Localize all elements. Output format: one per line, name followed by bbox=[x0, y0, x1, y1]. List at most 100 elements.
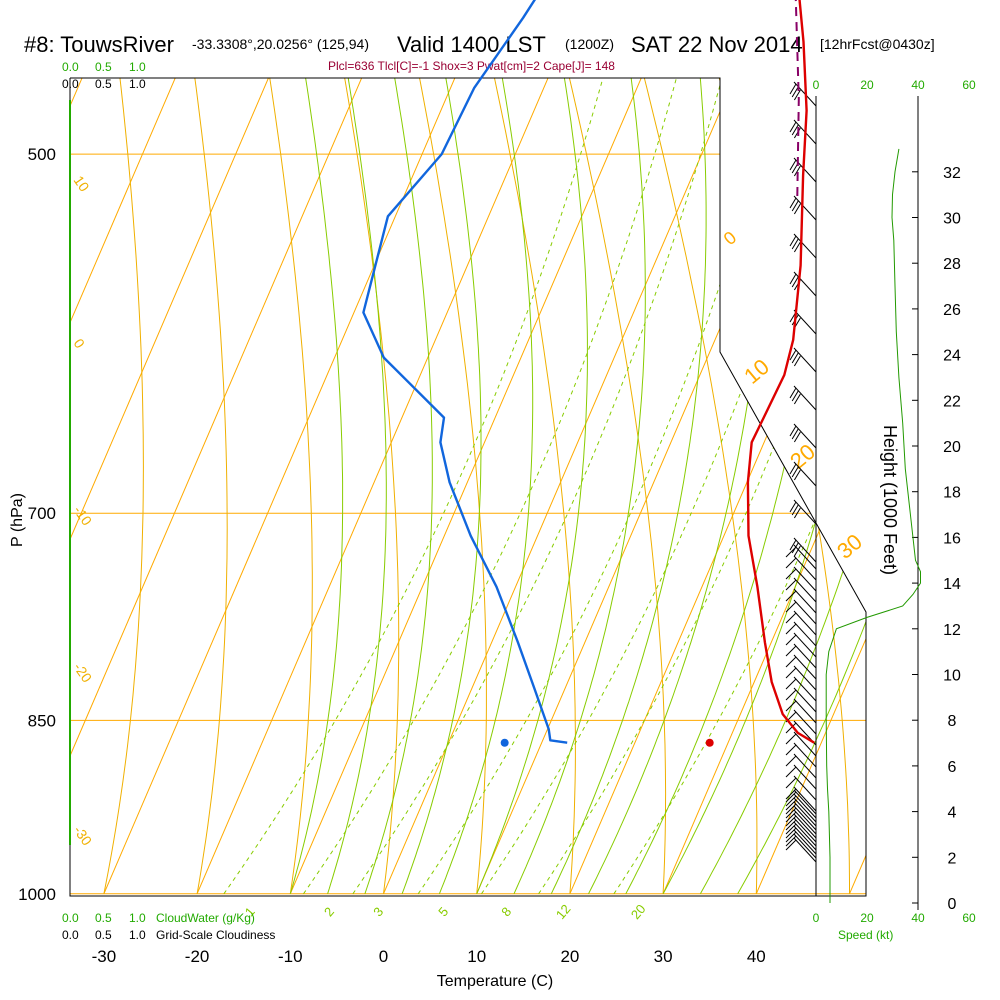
wind-barb bbox=[785, 742, 817, 768]
wind-barb bbox=[785, 793, 817, 819]
speed-tick: 20 bbox=[860, 78, 874, 92]
mixing-ratio-line bbox=[417, 78, 821, 895]
wind-barb bbox=[785, 621, 817, 647]
dry-adiabat-line bbox=[185, 78, 400, 894]
wind-barb bbox=[789, 195, 817, 221]
mixing-ratio-line bbox=[303, 78, 717, 895]
mixing-ratio-label: 8 bbox=[498, 904, 514, 919]
wind-barb bbox=[785, 555, 817, 581]
dewpoint-profile bbox=[362, 0, 568, 744]
height-tick: 12 bbox=[943, 622, 961, 639]
temperature-axis-label: Temperature (C) bbox=[437, 973, 553, 990]
cloudiness-label: Grid-Scale Cloudiness bbox=[156, 928, 275, 942]
height-tick: 6 bbox=[948, 759, 957, 776]
wind-barb bbox=[785, 821, 817, 847]
isotherm-line bbox=[70, 78, 387, 894]
mixing-ratio-line bbox=[223, 78, 645, 895]
isotherm-line bbox=[755, 78, 866, 894]
temperature-tick: -20 bbox=[185, 947, 210, 966]
wind-barb bbox=[785, 731, 817, 757]
moist-adiabat-line bbox=[156, 78, 344, 894]
temperature-profile bbox=[746, 0, 815, 744]
dry-adiabat-line bbox=[805, 78, 866, 894]
height-tick: 8 bbox=[948, 713, 957, 730]
station-title: #8: TouwsRiver bbox=[24, 32, 174, 57]
isotherm-line bbox=[70, 78, 201, 894]
isotherm-line bbox=[70, 78, 574, 894]
wind-barb bbox=[785, 753, 817, 779]
pressure-tick: 1000 bbox=[18, 885, 56, 904]
surface-dewpoint-marker bbox=[500, 738, 509, 747]
cloud-water-label: CloudWater (g/Kg) bbox=[156, 911, 255, 925]
wind-barbs bbox=[785, 81, 817, 863]
moist-adiabat-line bbox=[383, 78, 588, 894]
sounding-profiles bbox=[362, 0, 815, 747]
isotherm-label: 30 bbox=[832, 529, 867, 564]
wind-barb bbox=[789, 233, 817, 259]
cloud-water-tick: 0.5 bbox=[95, 60, 112, 74]
temperature-ticks: -30 -20 -10 0 10 20 30 40 bbox=[92, 947, 766, 966]
stability-indices: Plcl=636 Tlcl[C]=-1 Shox=3 Pwat[cm]=2 Ca… bbox=[328, 59, 615, 73]
wind-barb bbox=[785, 789, 817, 815]
wind-barb bbox=[785, 588, 817, 614]
wind-barb bbox=[785, 817, 817, 843]
isotherm-line bbox=[70, 78, 480, 894]
wind-barb bbox=[785, 825, 817, 851]
wind-speed-profile bbox=[825, 148, 921, 903]
dry-adiabat-line bbox=[309, 78, 576, 894]
pressure-tick: 850 bbox=[28, 711, 56, 730]
height-tick: 30 bbox=[943, 211, 961, 228]
height-tick: 4 bbox=[948, 805, 957, 822]
cloudiness-tick: 0.5 bbox=[95, 77, 112, 91]
temperature-tick: 20 bbox=[560, 947, 579, 966]
wind-barb bbox=[785, 610, 817, 636]
isotherm-line bbox=[70, 78, 667, 894]
cloud-water-tick: 0.0 bbox=[62, 911, 79, 925]
dry-adiabat-line bbox=[743, 78, 866, 894]
dry-adiabat-line bbox=[70, 78, 144, 894]
wind-barb bbox=[785, 544, 817, 570]
wind-barb bbox=[789, 537, 817, 563]
dry-adiabat-line bbox=[123, 78, 313, 894]
moist-adiabat-line bbox=[275, 78, 482, 894]
wind-barb bbox=[789, 423, 817, 449]
pressure-axis-label: P (hPa) bbox=[9, 493, 26, 547]
wind-barb bbox=[785, 643, 817, 669]
isotherm-line bbox=[70, 78, 108, 894]
wind-barb bbox=[789, 271, 817, 297]
height-tick: 16 bbox=[943, 530, 961, 547]
parcel-profile bbox=[794, 0, 800, 197]
speed-tick: 60 bbox=[962, 911, 976, 925]
height-tick: 26 bbox=[943, 302, 961, 319]
wind-barb bbox=[789, 499, 817, 525]
wind-barb bbox=[785, 676, 817, 702]
isotherm-line bbox=[70, 78, 294, 894]
wind-barb bbox=[789, 385, 817, 411]
moist-adiabat-line bbox=[231, 78, 433, 894]
wind-barb bbox=[785, 809, 817, 835]
height-tick: 20 bbox=[943, 439, 961, 456]
pressure-tick: 700 bbox=[28, 504, 56, 523]
cloud-water-tick: 1.0 bbox=[129, 60, 146, 74]
wind-barb bbox=[785, 801, 817, 827]
dry-adiabat-line bbox=[70, 78, 228, 894]
speed-tick: 20 bbox=[860, 911, 874, 925]
wind-barb bbox=[785, 829, 817, 855]
dry-adiabat-label: -20 bbox=[71, 660, 96, 686]
speed-tick: 40 bbox=[911, 78, 925, 92]
moist-adiabat-line bbox=[450, 78, 646, 895]
isotherm-line bbox=[0, 0, 13, 894]
height-tick: 14 bbox=[943, 576, 961, 593]
dry-adiabat-label: -30 bbox=[71, 823, 96, 849]
temperature-tick: 0 bbox=[379, 947, 388, 966]
wind-barb bbox=[785, 813, 817, 839]
height-tick: 22 bbox=[943, 393, 961, 410]
height-axis-label: Height (1000 Feet) bbox=[880, 425, 900, 575]
temperature-tick: 10 bbox=[467, 947, 486, 966]
dry-adiabat-line bbox=[371, 78, 667, 894]
wind-barb bbox=[785, 599, 817, 625]
isotherm-line bbox=[476, 78, 866, 894]
cloud-water-tick: 0.5 bbox=[95, 911, 112, 925]
mixing-ratio-line bbox=[481, 78, 866, 895]
